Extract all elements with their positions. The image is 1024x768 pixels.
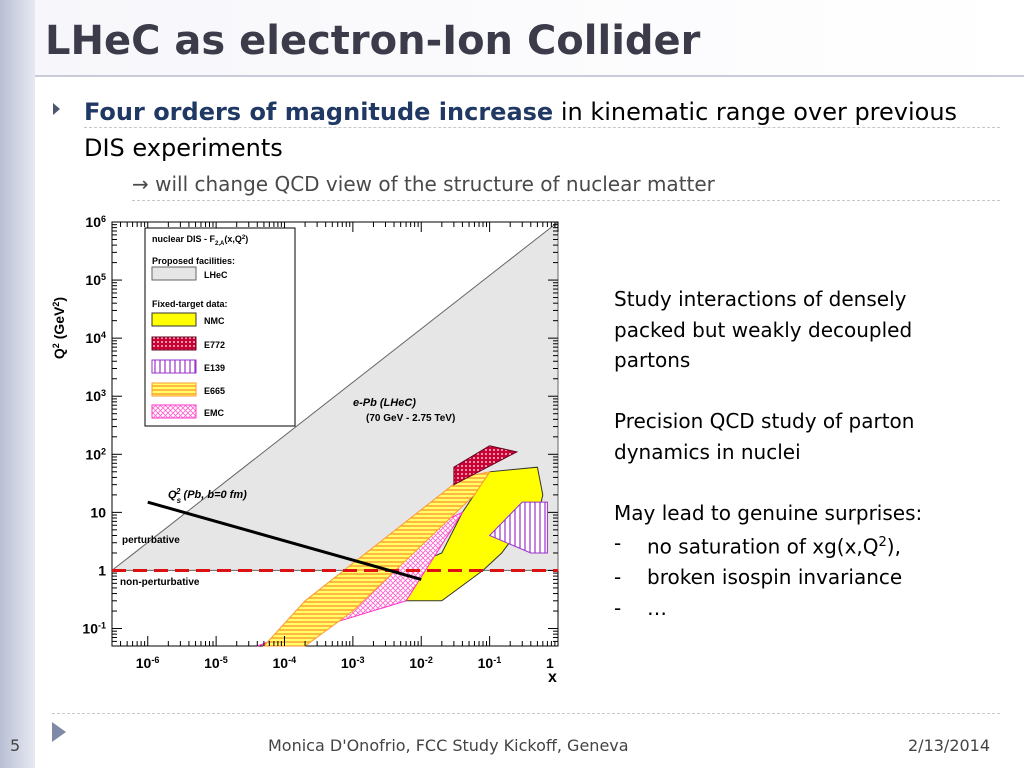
side-text: Study interactions of densely packed but… [614,284,984,623]
y-tick-label: 103 [85,388,106,404]
x-tick-label: 10-5 [204,655,228,671]
title-bar [35,0,1024,77]
region-e139 [488,501,548,554]
legend-label-e139: E139 [204,363,225,373]
main-bullet: Four orders of magnitude increase in kin… [84,94,964,166]
list-item: -… [614,595,667,620]
legend-label-e772: E772 [204,340,225,350]
legend-swatch-e772 [151,336,197,351]
legend-header: nuclear DIS - F2,A(x,Q2) [152,234,248,247]
data-regions [110,220,559,647]
sub-bullet: → will change QCD view of the structure … [132,172,715,196]
legend-label-e665: E665 [204,386,225,396]
footer-arrow-icon [52,722,66,742]
x-tick-label: 10-2 [409,655,433,671]
x-tick-label: 10-1 [478,655,502,671]
side-paragraph-3: May lead to genuine surprises: [614,500,923,525]
bullet-arrow-icon [53,103,60,115]
legend-label-emc: EMC [204,408,225,418]
x-tick-label: 10-3 [341,655,365,671]
legend-label-lhec: LHeC [204,270,228,280]
qs-label: Qs2 (Pb, b=0 fm) [168,487,247,505]
legend-proposed: Proposed facilities: [152,256,235,266]
page-number: 5 [10,736,21,755]
y-axis-label: Q2 (GeV2) [51,297,67,359]
footer-text: Monica D'Onofrio, FCC Study Kickoff, Gen… [268,736,629,755]
bullet-divider [84,127,1000,128]
legend-swatch-nmc [151,312,197,327]
chart-overlay [112,500,558,581]
lhec-annotation: e-Pb (LHeC) [353,397,416,409]
legend-label-nmc: NMC [204,316,225,326]
tick-labels: 10-6 10-5 10-4 10-3 10-2 10-1 1 106 105 104 103 102… [82,214,554,671]
x-tick-label: 10-4 [273,655,297,671]
slide-sidebar [0,0,35,768]
y-tick-label: 10-1 [82,621,106,637]
y-tick-label: 104 [85,330,106,346]
x-axis-label: x [548,669,557,686]
saturation-scale-line [147,500,422,581]
main-bullet-text: in kinematic range over previous DIS exp… [84,98,958,162]
region-e665 [262,471,491,647]
legend-swatch-emc [151,404,197,419]
region-e772 [453,445,519,486]
lhec-energy-annotation: (70 GeV - 2.75 TeV) [366,413,455,424]
chart-svg: 10-6 10-5 10-4 10-3 10-2 10-1 1 106 105 104 103 102… [51,214,559,686]
chart-legend: nuclear DIS - F2,A(x,Q2) Proposed facili… [144,227,296,427]
title-divider [35,75,1024,77]
perturbative-label: perturbative [122,535,180,546]
main-bullet-highlight: Four orders of magnitude increase [84,98,554,126]
y-tick-label: 10 [90,504,106,520]
kinematic-range-chart: 10-6 10-5 10-4 10-3 10-2 10-1 1 106 105 104 103 102… [48,208,578,692]
side-paragraph-1: Study interactions of densely packed but… [614,287,913,372]
legend-swatch-e139 [151,359,197,374]
list-item: - broken isospin invariance [614,565,903,590]
footer-date: 2/13/2014 [908,736,991,755]
y-tick-label: 105 [85,272,106,288]
list-item: - no saturation of xg(x,Q2), [614,531,901,559]
non-perturbative-label: non-perturbative [120,577,200,588]
footer-divider [52,713,1000,714]
sub-bullet-divider [132,200,1000,201]
y-tick-label: 102 [85,446,106,462]
slide-title: LHeC as electron-Ion Collider [45,18,701,64]
side-paragraph-2: Precision QCD study of parton dynamics i… [614,409,915,464]
y-tick-label: 1 [98,562,106,578]
x-tick-label: 1 [546,655,554,671]
legend-fixed: Fixed-target data: [152,299,228,309]
legend-swatch-e665 [151,382,197,397]
x-tick-label: 10-6 [136,655,160,671]
y-tick-label: 106 [85,214,106,230]
legend-swatch-lhec [151,266,197,281]
